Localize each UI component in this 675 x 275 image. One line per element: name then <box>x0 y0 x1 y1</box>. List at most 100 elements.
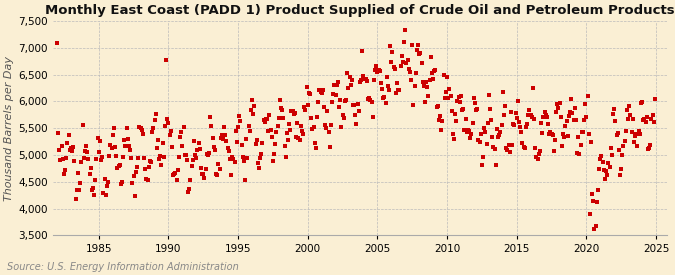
Point <box>547 133 558 138</box>
Point <box>106 146 117 150</box>
Point <box>523 113 534 117</box>
Point <box>86 188 97 192</box>
Point <box>304 91 315 96</box>
Point <box>92 136 103 140</box>
Point <box>331 82 342 87</box>
Point <box>587 192 597 197</box>
Point <box>630 133 641 138</box>
Point <box>589 226 600 231</box>
Point <box>302 103 313 108</box>
Point <box>644 146 655 150</box>
Point <box>238 159 249 163</box>
Point <box>113 164 124 168</box>
Point <box>572 151 583 155</box>
Point <box>645 143 655 148</box>
Point <box>610 119 621 123</box>
Point <box>80 149 90 153</box>
Point <box>352 101 363 106</box>
Point <box>597 160 608 165</box>
Point <box>358 73 369 78</box>
Point <box>85 166 96 170</box>
Point <box>236 143 247 147</box>
Point <box>399 40 410 44</box>
Point <box>84 172 95 176</box>
Point <box>223 149 234 154</box>
Point <box>159 155 169 160</box>
Point <box>128 174 139 179</box>
Point <box>109 145 120 150</box>
Point <box>412 43 423 47</box>
Point <box>573 135 584 139</box>
Point <box>611 133 622 137</box>
Point <box>530 146 541 150</box>
Point <box>435 114 446 119</box>
Point <box>458 107 468 111</box>
Point <box>647 112 658 117</box>
Point <box>529 117 539 122</box>
Point <box>138 132 148 136</box>
Point <box>357 49 368 53</box>
Point <box>343 86 354 90</box>
Point <box>373 68 384 73</box>
Point <box>472 106 483 111</box>
Point <box>346 83 356 87</box>
Point <box>64 148 75 152</box>
Point <box>500 103 510 108</box>
Point <box>281 131 292 136</box>
Point <box>590 224 601 228</box>
Point <box>212 172 223 177</box>
Point <box>604 165 615 169</box>
Point <box>153 138 163 142</box>
Point <box>336 125 347 130</box>
Point <box>594 167 605 172</box>
Point <box>74 188 84 192</box>
Point <box>246 98 257 102</box>
Point <box>312 114 323 119</box>
Point <box>622 108 632 112</box>
Point <box>626 130 637 134</box>
Point <box>380 100 391 105</box>
Point <box>549 148 560 153</box>
Point <box>205 115 215 119</box>
Point <box>446 109 457 113</box>
Point <box>482 121 493 125</box>
Point <box>267 158 278 163</box>
Point <box>165 129 176 133</box>
Point <box>283 138 294 142</box>
Point <box>63 133 74 137</box>
Point <box>304 92 315 96</box>
Point <box>201 152 212 156</box>
Point <box>616 166 626 171</box>
Point <box>192 148 203 152</box>
Point <box>517 141 528 145</box>
Point <box>333 80 344 84</box>
Point <box>234 114 244 118</box>
Point <box>138 156 149 161</box>
Point <box>175 135 186 139</box>
Point <box>290 111 300 115</box>
Point <box>306 116 317 120</box>
Point <box>470 108 481 112</box>
Point <box>95 139 105 144</box>
Point <box>422 85 433 90</box>
Point <box>301 84 312 89</box>
Point <box>338 113 348 117</box>
Point <box>462 130 472 135</box>
Point <box>146 160 157 164</box>
Point <box>132 165 142 169</box>
Point <box>104 154 115 158</box>
Point <box>96 158 107 162</box>
Point <box>284 122 294 126</box>
Point <box>185 178 196 182</box>
Point <box>141 177 152 182</box>
Point <box>559 135 570 139</box>
Point <box>117 180 128 185</box>
Point <box>333 104 344 109</box>
Point <box>180 152 190 157</box>
Point <box>428 77 439 82</box>
Point <box>177 144 188 148</box>
Point <box>561 119 572 123</box>
Point <box>193 141 204 145</box>
Point <box>323 130 334 134</box>
Point <box>230 160 240 164</box>
